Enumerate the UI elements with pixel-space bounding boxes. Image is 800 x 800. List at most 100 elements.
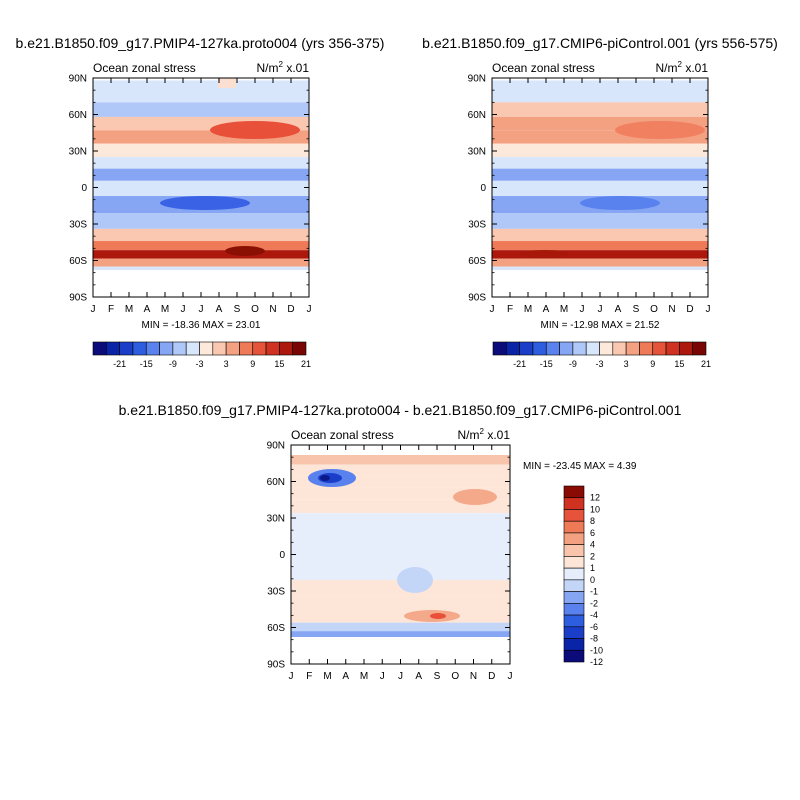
x-tick-label: F (306, 671, 312, 682)
panel-3-title: b.e21.B1850.f09_g17.PMIP4-127ka.proto004… (119, 402, 682, 418)
y-tick-label: 90N (468, 74, 486, 85)
x-tick-label: S (234, 304, 241, 315)
x-tick-label: J (307, 304, 312, 315)
x-tick-label: J (91, 304, 96, 315)
panel-1-stats: MIN = -18.36 MAX = 23.01 (142, 320, 261, 331)
panel-3: b.e21.B1850.f09_g17.PMIP4-127ka.proto004… (119, 402, 682, 682)
lat-band (492, 228, 708, 242)
y-tick-label: 60N (468, 110, 486, 121)
panel-1-subtitle: Ocean zonal stress (93, 61, 196, 75)
lat-band (93, 168, 309, 181)
colorbar-label: -10 (590, 645, 603, 655)
colorbar-cell (563, 485, 585, 499)
x-tick-label: A (415, 671, 422, 682)
colorbar-label: -1 (590, 587, 598, 597)
y-tick-label: 60S (468, 256, 486, 267)
x-tick-label: J (380, 671, 385, 682)
panel-2-plot (492, 78, 708, 297)
x-tick-label: N (470, 671, 477, 682)
panel-1: b.e21.B1850.f09_g17.PMIP4-127ka.proto004… (16, 35, 385, 369)
colorbar-label: 15 (674, 359, 684, 369)
panel-2-subtitle: Ocean zonal stress (492, 61, 595, 75)
x-tick-label: M (161, 304, 169, 315)
y-tick-label: 90S (69, 293, 87, 304)
colorbar-cell (212, 341, 227, 356)
colorbar-cell (532, 341, 547, 356)
colorbar-cell (92, 341, 107, 356)
panel-3-subtitle: Ocean zonal stress (291, 428, 394, 442)
lat-band (93, 180, 309, 197)
colorbar-label: 9 (250, 359, 255, 369)
colorbar-label: 21 (301, 359, 311, 369)
colorbar-cell (492, 341, 507, 356)
y-tick-label: 30N (69, 147, 87, 158)
x-tick-label: O (251, 304, 259, 315)
colorbar-cell (639, 341, 654, 356)
panel-1-mask (218, 78, 236, 88)
colorbar-cell (563, 649, 585, 663)
lat-band (492, 258, 708, 267)
colorbar-label: -12 (590, 657, 603, 667)
x-tick-label: J (580, 304, 585, 315)
colorbar-cell (252, 341, 267, 356)
colorbar-label: 3 (624, 359, 629, 369)
colorbar-cell (239, 341, 254, 356)
colorbar-cell (563, 614, 585, 628)
colorbar-label: -21 (513, 359, 526, 369)
colorbar-cell (225, 341, 240, 356)
panel-1-title: b.e21.B1850.f09_g17.PMIP4-127ka.proto004… (16, 35, 385, 51)
colorbar-cell (665, 341, 680, 356)
colorbar-cell (563, 603, 585, 616)
colorbar-cell (185, 341, 200, 356)
lat-band (492, 250, 708, 259)
lat-band (492, 241, 708, 251)
lat-band (492, 157, 708, 169)
panel-2-feature (520, 250, 570, 258)
panel-1-feature (210, 121, 300, 139)
panel-3-units: N/m2 x.01 (458, 427, 511, 442)
colorbar-label: 12 (590, 493, 600, 503)
colorbar-cell (559, 341, 574, 356)
panel-3-feature (430, 613, 446, 619)
x-tick-label: O (650, 304, 658, 315)
colorbar-cell (199, 341, 214, 356)
x-tick-label: M (524, 304, 532, 315)
y-tick-label: 30N (468, 147, 486, 158)
lat-band (291, 595, 510, 611)
y-tick-label: 0 (81, 183, 87, 194)
x-tick-label: J (598, 304, 603, 315)
x-tick-label: J (508, 671, 513, 682)
colorbar-cell (563, 638, 585, 651)
colorbar-label: 2 (590, 551, 595, 561)
colorbar-cell (506, 341, 520, 356)
x-tick-label: M (323, 671, 331, 682)
panel-2-feature (615, 121, 705, 139)
x-tick-label: J (706, 304, 711, 315)
lat-band (291, 622, 510, 632)
panel-3-stats: MIN = -23.45 MAX = 4.39 (523, 461, 637, 472)
colorbar-cell (292, 341, 307, 356)
colorbar-cell (145, 341, 160, 356)
colorbar-label: -15 (140, 359, 153, 369)
lat-band (492, 213, 708, 229)
colorbar-cell (585, 341, 600, 356)
y-tick-label: 30S (468, 220, 486, 231)
colorbar-label: -15 (540, 359, 553, 369)
colorbar-cell (563, 532, 585, 545)
colorbar-label: 10 (590, 504, 600, 514)
lat-band (93, 241, 309, 251)
colorbar-cell (132, 341, 147, 356)
x-tick-label: F (507, 304, 513, 315)
x-tick-label: S (633, 304, 640, 315)
lat-band (291, 631, 510, 641)
lat-band (93, 258, 309, 267)
panel-2-stats: MIN = -12.98 MAX = 21.52 (541, 320, 660, 331)
panel-2-feature (580, 196, 660, 210)
lat-band (291, 464, 510, 476)
panel-1-feature (160, 196, 250, 210)
x-tick-label: O (451, 671, 459, 682)
colorbar-cell (563, 579, 585, 592)
panel-3-feature (453, 489, 497, 505)
x-tick-label: A (144, 304, 151, 315)
colorbar-cell (563, 544, 585, 557)
